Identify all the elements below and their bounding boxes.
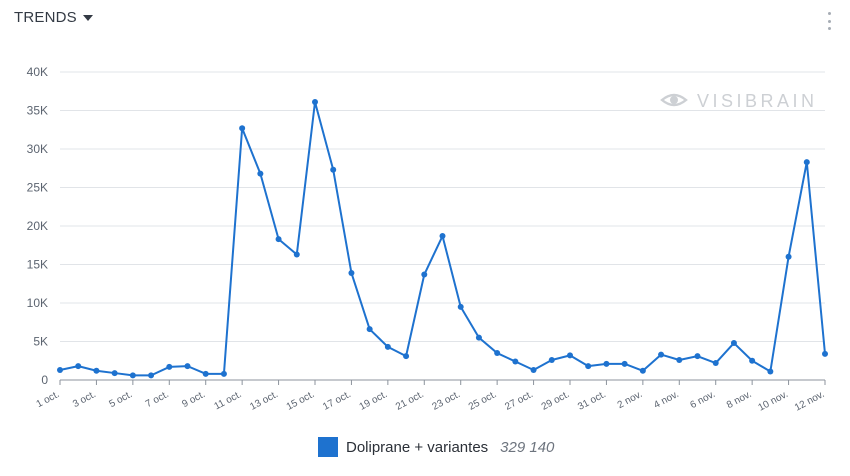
x-tick-label: 23 oct. — [430, 389, 462, 413]
more-options-icon[interactable] — [826, 12, 832, 30]
x-tick-label: 7 oct. — [144, 389, 171, 410]
data-point[interactable] — [658, 351, 665, 358]
data-point[interactable] — [475, 334, 482, 341]
data-point[interactable] — [129, 372, 136, 379]
y-tick-label: 0 — [41, 373, 48, 387]
page-title: TRENDS — [14, 9, 77, 26]
y-tick-label: 10K — [27, 296, 48, 310]
visibrain-watermark: VISIBRAIN — [660, 91, 818, 111]
y-tick-label: 40K — [27, 65, 48, 79]
data-point[interactable] — [548, 356, 555, 363]
x-tick-label: 15 oct. — [285, 389, 317, 413]
data-point[interactable] — [384, 343, 391, 350]
data-point[interactable] — [166, 363, 173, 370]
data-point[interactable] — [57, 366, 63, 373]
data-point[interactable] — [293, 251, 300, 258]
data-point[interactable] — [220, 370, 227, 377]
x-tick-label: 8 nov. — [725, 389, 754, 411]
data-point[interactable] — [530, 366, 537, 373]
axes: 0 5K 10K 15K 20K 25K 30K 35K 40K 1 oct. 3 oct. 5 oc… — [27, 65, 827, 414]
x-tick-label: 21 oct. — [394, 389, 426, 413]
legend-series-total: 329 140 — [500, 438, 555, 456]
x-tick-label: 13 oct. — [248, 389, 280, 413]
x-tick-label: 1 oct. — [35, 389, 62, 410]
x-tick-label: 17 oct. — [321, 389, 353, 413]
data-point[interactable] — [639, 367, 646, 374]
data-point[interactable] — [494, 350, 501, 357]
x-tick-label: 5 oct. — [107, 389, 134, 410]
x-tick-label: 11 oct. — [213, 389, 244, 412]
data-point[interactable] — [312, 99, 318, 106]
data-point[interactable] — [202, 370, 209, 377]
y-tick-label: 35K — [27, 104, 48, 118]
y-tick-label: 5K — [33, 335, 48, 349]
series — [57, 99, 828, 379]
data-point[interactable] — [803, 159, 810, 166]
x-tick-label: 2 nov. — [616, 389, 645, 411]
data-point[interactable] — [275, 236, 282, 243]
data-point[interactable] — [239, 125, 246, 132]
data-point[interactable] — [421, 271, 428, 278]
data-point[interactable] — [785, 253, 792, 260]
y-tick-label: 30K — [27, 142, 48, 156]
legend[interactable]: Doliprane + variantes 329 140 — [318, 437, 554, 457]
eye-icon — [660, 93, 688, 107]
x-tick-label: 12 nov. — [793, 389, 826, 414]
x-tick-label: 19 oct. — [358, 389, 390, 413]
x-tick-label: 4 nov. — [652, 389, 681, 411]
data-point[interactable] — [75, 363, 82, 370]
legend-swatch — [318, 437, 338, 457]
grid — [60, 71, 825, 342]
data-point[interactable] — [694, 353, 701, 360]
data-point[interactable] — [257, 170, 264, 177]
data-point[interactable] — [403, 353, 410, 360]
x-tick-label: 27 oct. — [503, 389, 535, 413]
data-point[interactable] — [111, 370, 118, 377]
x-tick-label: 3 oct. — [71, 389, 98, 410]
data-point[interactable] — [366, 326, 373, 333]
data-point[interactable] — [439, 233, 446, 240]
trend-line-chart: VISIBRAIN 0 5K 10K 15K 20K 25K 30K 35K 40K 1 oct.… — [27, 65, 828, 414]
data-point[interactable] — [676, 356, 683, 363]
data-point[interactable] — [749, 357, 756, 364]
x-tick-label: 29 oct. — [540, 389, 572, 413]
data-point[interactable] — [457, 303, 464, 310]
data-point[interactable] — [567, 352, 573, 359]
data-point[interactable] — [348, 269, 355, 276]
y-tick-label: 20K — [27, 219, 48, 233]
legend-series-name: Doliprane + variantes — [346, 438, 489, 456]
x-tick-label: 10 nov. — [757, 389, 790, 414]
data-point[interactable] — [93, 367, 100, 374]
data-point[interactable] — [148, 372, 155, 379]
data-point[interactable] — [512, 358, 519, 365]
y-tick-label: 25K — [27, 181, 48, 195]
y-tick-label: 15K — [27, 258, 48, 272]
data-point[interactable] — [603, 360, 610, 367]
data-point[interactable] — [330, 166, 337, 173]
x-tick-label: 6 nov. — [689, 389, 718, 411]
data-point[interactable] — [730, 340, 737, 347]
data-point[interactable] — [621, 360, 628, 367]
x-tick-label: 9 oct. — [180, 389, 207, 410]
data-point[interactable] — [822, 350, 828, 357]
data-point[interactable] — [585, 363, 592, 370]
x-tick-label: 31 oct. — [576, 389, 608, 413]
data-point[interactable] — [712, 360, 719, 367]
trends-dropdown[interactable]: TRENDS — [14, 9, 93, 26]
data-point[interactable] — [184, 363, 191, 370]
x-tick-label: 25 oct. — [467, 389, 499, 413]
data-point[interactable] — [767, 368, 774, 375]
watermark-text: VISIBRAIN — [697, 91, 818, 111]
caret-down-icon — [82, 15, 93, 21]
